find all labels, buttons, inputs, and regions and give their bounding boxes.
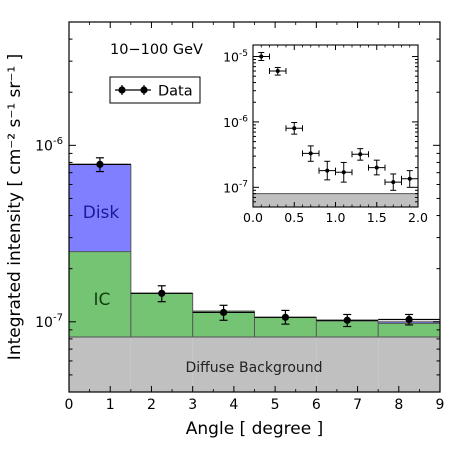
legend-marker-1	[140, 86, 148, 94]
x-tick-label-9: 9	[436, 397, 445, 413]
background-bar-2	[192, 336, 255, 392]
y-tick-label-1: 10-6	[35, 136, 63, 154]
marker	[343, 316, 351, 324]
background-bar-1	[130, 336, 193, 392]
energy-range-annotation: 10−100 GeV	[110, 42, 203, 58]
marker	[374, 165, 379, 170]
marker	[405, 315, 413, 324]
marker	[219, 308, 228, 317]
disk-bar-0	[69, 164, 131, 252]
inset-data-point-6	[351, 148, 369, 161]
y-axis-title: Integrated intensity [ cm⁻² s⁻¹ sr⁻¹ ]	[5, 54, 25, 360]
data-point-2	[192, 304, 255, 321]
data-point-5	[378, 313, 440, 326]
inset-data-point-1	[269, 66, 287, 76]
marker	[259, 54, 264, 59]
marker	[281, 313, 290, 321]
legend-marker-0	[118, 86, 126, 94]
x-tick-label-6: 6	[312, 397, 321, 413]
x-tick-label-3: 3	[188, 397, 197, 413]
inset-data-point-2	[285, 121, 303, 135]
marker	[292, 126, 297, 131]
ic-bar-0	[69, 251, 131, 337]
ic-label: IC	[94, 290, 111, 310]
inset-data-point-3	[302, 145, 320, 162]
x-tick-label-0: 0	[65, 397, 74, 413]
x-tick-label-4: 4	[229, 397, 238, 413]
background-bar-5	[378, 336, 440, 392]
data-point-1	[130, 285, 193, 303]
background-bar-4	[316, 336, 379, 392]
inset-x-tick-label-1: 0.5	[284, 210, 304, 225]
inset-x-tick-label-4: 2.0	[408, 210, 428, 225]
ic-bar-5	[378, 323, 440, 337]
y-tick-label-0: 10-7	[35, 312, 63, 330]
ic-bar-4	[316, 321, 379, 337]
marker	[407, 176, 412, 181]
x-tick-label-7: 7	[353, 397, 362, 413]
background-bar-3	[254, 336, 317, 392]
marker	[308, 151, 313, 156]
inset-data-point-5	[335, 161, 353, 183]
inset-y-tick-label-0: 10-7	[223, 180, 248, 196]
marker	[358, 152, 363, 157]
marker	[96, 160, 104, 168]
inset-data-point-7	[368, 159, 386, 176]
data-point-4	[316, 313, 379, 328]
x-tick-label-1: 1	[106, 397, 115, 413]
legend-label: Data	[158, 84, 193, 100]
inset-x-tick-label-0: 0.0	[243, 210, 263, 225]
inset-y-tick-label-2: 10-5	[223, 49, 248, 65]
background-bar-0	[69, 336, 131, 392]
marker	[275, 69, 280, 74]
marker	[325, 168, 330, 173]
x-tick-label-2: 2	[147, 397, 156, 413]
disk-label: Disk	[83, 203, 120, 223]
inset-y-tick-label-1: 10-6	[223, 114, 248, 130]
marker	[341, 170, 346, 175]
inset-x-tick-label-2: 1.0	[326, 210, 346, 225]
data-point-0	[69, 157, 131, 173]
marker	[391, 180, 396, 185]
ic-bar-3	[254, 317, 317, 337]
inset-data-point-8	[384, 173, 402, 191]
legend: Data	[109, 76, 201, 104]
x-tick-label-8: 8	[394, 397, 403, 413]
inset-x-tick-label-3: 1.5	[367, 210, 387, 225]
x-axis-title: Angle [ degree ]	[186, 419, 323, 439]
data-point-3	[254, 309, 317, 325]
marker	[158, 289, 166, 297]
background-label: Diffuse Background	[185, 360, 322, 376]
x-tick-label-5: 5	[271, 397, 280, 413]
